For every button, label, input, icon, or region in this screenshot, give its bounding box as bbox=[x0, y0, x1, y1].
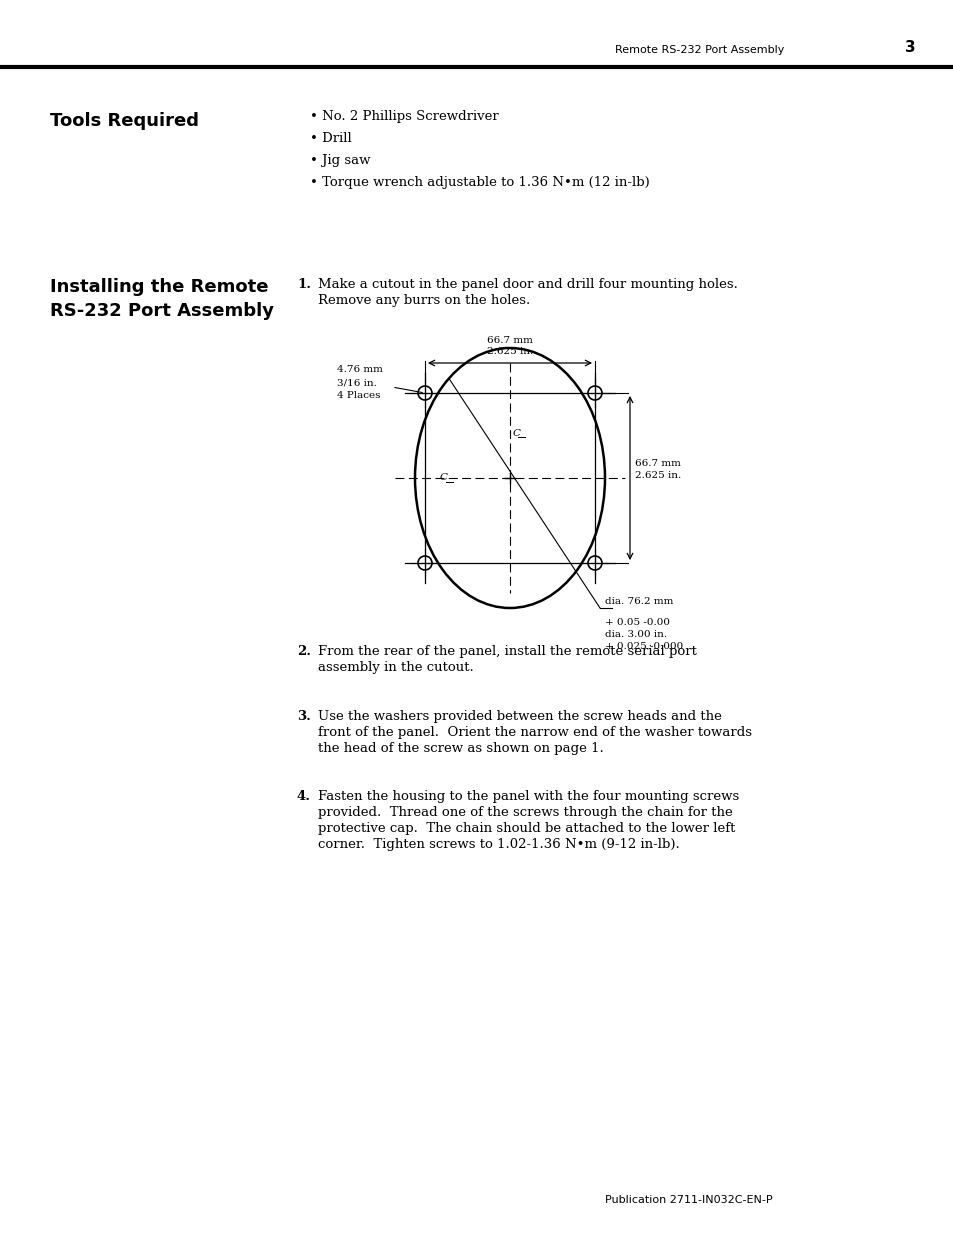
Text: assembly in the cutout.: assembly in the cutout. bbox=[317, 661, 474, 674]
Text: + 0.05 -0.00: + 0.05 -0.00 bbox=[604, 618, 669, 627]
Text: • Drill: • Drill bbox=[310, 132, 352, 144]
Text: the head of the screw as shown on page 1.: the head of the screw as shown on page 1… bbox=[317, 742, 603, 755]
Text: 4 Places: 4 Places bbox=[336, 391, 380, 400]
Text: Use the washers provided between the screw heads and the: Use the washers provided between the scr… bbox=[317, 710, 721, 722]
Text: • No. 2 Phillips Screwdriver: • No. 2 Phillips Screwdriver bbox=[310, 110, 498, 124]
Text: Make a cutout in the panel door and drill four mounting holes.: Make a cutout in the panel door and dril… bbox=[317, 278, 737, 291]
Text: protective cap.  The chain should be attached to the lower left: protective cap. The chain should be atta… bbox=[317, 823, 735, 835]
Text: + 0.025 -0.000: + 0.025 -0.000 bbox=[604, 642, 682, 651]
Text: C: C bbox=[513, 429, 520, 437]
Text: 4.76 mm: 4.76 mm bbox=[336, 366, 382, 374]
Text: front of the panel.  Orient the narrow end of the washer towards: front of the panel. Orient the narrow en… bbox=[317, 726, 751, 739]
Text: corner.  Tighten screws to 1.02-1.36 N•m (9-12 in-lb).: corner. Tighten screws to 1.02-1.36 N•m … bbox=[317, 839, 679, 851]
Text: • Torque wrench adjustable to 1.36 N•m (12 in-lb): • Torque wrench adjustable to 1.36 N•m (… bbox=[310, 177, 649, 189]
Text: 4.: 4. bbox=[296, 790, 311, 803]
Text: From the rear of the panel, install the remote serial port: From the rear of the panel, install the … bbox=[317, 645, 696, 658]
Text: C: C bbox=[439, 473, 448, 483]
Text: provided.  Thread one of the screws through the chain for the: provided. Thread one of the screws throu… bbox=[317, 806, 732, 819]
Text: Publication 2711-IN032C-EN-P: Publication 2711-IN032C-EN-P bbox=[604, 1195, 772, 1205]
Text: Tools Required: Tools Required bbox=[50, 112, 199, 130]
Text: Installing the Remote: Installing the Remote bbox=[50, 278, 268, 296]
Text: 1.: 1. bbox=[296, 278, 311, 291]
Text: 2.625 in.: 2.625 in. bbox=[486, 347, 533, 356]
Text: 2.: 2. bbox=[296, 645, 311, 658]
Text: dia. 3.00 in.: dia. 3.00 in. bbox=[604, 630, 666, 638]
Text: 3: 3 bbox=[904, 40, 915, 56]
Text: Remove any burrs on the holes.: Remove any burrs on the holes. bbox=[317, 294, 530, 308]
Text: RS-232 Port Assembly: RS-232 Port Assembly bbox=[50, 303, 274, 320]
Text: dia. 76.2 mm: dia. 76.2 mm bbox=[604, 597, 673, 606]
Text: 66.7 mm: 66.7 mm bbox=[635, 459, 680, 468]
Text: • Jig saw: • Jig saw bbox=[310, 154, 370, 167]
Text: 66.7 mm: 66.7 mm bbox=[487, 336, 533, 345]
Text: 3/16 in.: 3/16 in. bbox=[336, 378, 376, 387]
Text: Fasten the housing to the panel with the four mounting screws: Fasten the housing to the panel with the… bbox=[317, 790, 739, 803]
Text: Remote RS-232 Port Assembly: Remote RS-232 Port Assembly bbox=[615, 44, 783, 56]
Text: 3.: 3. bbox=[296, 710, 311, 722]
Text: 2.625 in.: 2.625 in. bbox=[635, 471, 680, 480]
